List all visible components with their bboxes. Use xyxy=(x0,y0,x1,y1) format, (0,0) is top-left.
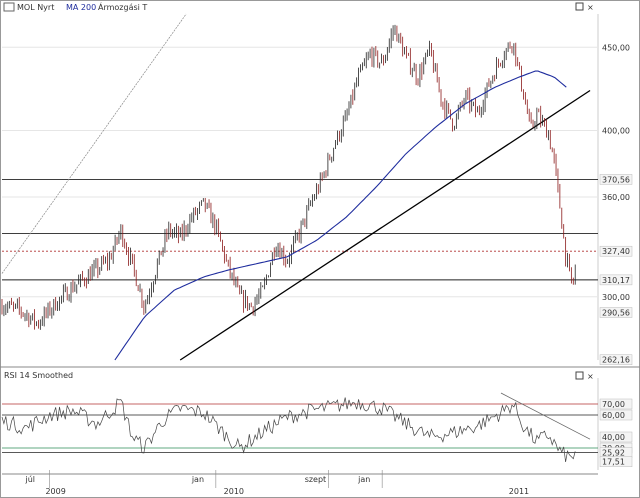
legend: MOL Nyrt MA 200 Ármozgási T xyxy=(3,1,147,12)
close-icon-rsi[interactable]: × xyxy=(587,372,594,381)
legend-item-ma200: MA 200 xyxy=(66,3,96,12)
legend-item-mol: MOL Nyrt xyxy=(17,3,54,12)
x-tick-label-1: jan xyxy=(191,475,204,484)
rsi-tick-label-2: 40,00 xyxy=(602,433,625,442)
price-tick-label-1: 400,00 xyxy=(602,126,630,135)
price-value-box-2 xyxy=(599,274,633,286)
rsi-panel-label: RSI 14 Smoothed xyxy=(4,371,73,380)
rsi-tick-label-1: 60,00 xyxy=(602,411,625,420)
price-panel: 450,00 400,00 360,00 300,00 370,56 327,40 310,… xyxy=(1,13,633,365)
x-tick-label-0: júl xyxy=(25,475,36,484)
restore-icon[interactable] xyxy=(575,2,584,11)
rsi-line xyxy=(1,397,576,463)
rsi-value-box-1 xyxy=(599,409,633,421)
close-icon[interactable]: × xyxy=(587,3,594,12)
x-year-label-1: 2010 xyxy=(224,487,244,496)
trendline-0 xyxy=(179,89,591,361)
rsi-value-box-0 xyxy=(599,398,633,410)
price-value-label-2: 310,17 xyxy=(602,276,630,285)
price-value-label-0: 370,56 xyxy=(602,175,630,184)
price-value-box-4 xyxy=(599,354,633,365)
price-tick-label-3: 300,00 xyxy=(602,293,630,302)
x-year-label-2: 2011 xyxy=(509,487,529,496)
restore-icon-rsi[interactable] xyxy=(575,371,584,380)
trendline-1 xyxy=(1,13,187,274)
price-value-label-4: 262,16 xyxy=(602,356,630,365)
ma200-line xyxy=(114,70,567,361)
x-tick-label-3: jan xyxy=(357,475,370,484)
legend-item-armozgas: Ármozgási T xyxy=(98,1,147,12)
rsi-tick-label-4: 25,92 xyxy=(602,448,625,457)
x-axis: júl jan szept jan 2009 2010 2011 xyxy=(2,470,598,496)
price-value-label-3: 290,56 xyxy=(602,308,630,317)
rsi-value-box-2 xyxy=(599,431,633,443)
price-value-label-1: 327,40 xyxy=(602,247,630,256)
rsi-tick-label-5: 17,51 xyxy=(602,458,625,467)
price-candles xyxy=(1,24,576,330)
x-tick-label-2: szept xyxy=(305,475,327,484)
x-year-label-0: 2009 xyxy=(45,487,65,496)
rsi-value-box-5 xyxy=(599,456,633,467)
price-value-box-3 xyxy=(599,307,633,318)
price-tick-label-0: 450,00 xyxy=(602,43,630,52)
price-tick-label-2: 360,00 xyxy=(602,193,630,202)
price-value-box-1 xyxy=(599,245,633,257)
rsi-tick-label-0: 70,00 xyxy=(602,400,625,409)
legend-box xyxy=(3,2,15,12)
rsi-trendline xyxy=(500,392,591,440)
price-value-box-0 xyxy=(599,174,633,185)
